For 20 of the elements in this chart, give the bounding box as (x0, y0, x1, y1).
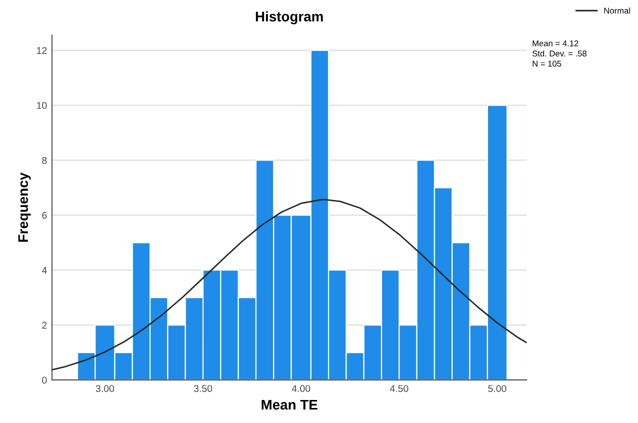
text: N = 105 (532, 60, 562, 67)
x-tick-label: 4.00 (292, 385, 310, 392)
x-axis-title: Mean TE (262, 400, 318, 410)
legend-label: Normal (604, 8, 630, 14)
y-tick-label: 0 (42, 376, 47, 384)
x-tick-label: 4.50 (390, 385, 408, 392)
y-tick-label: 10 (37, 102, 47, 109)
x-tick-label: 3.00 (96, 385, 114, 392)
x-tick-label: 5.00 (488, 385, 506, 392)
text: Mean = 4.12 (532, 40, 578, 46)
line-series (52, 198, 527, 371)
y-tick-label: 4 (42, 266, 47, 274)
x-tick-label: 3.50 (194, 385, 212, 392)
chart-title: Histogram (256, 11, 323, 24)
y-axis-title: Frequency (18, 172, 31, 242)
y-tick-label: 6 (42, 212, 47, 219)
y-tick-label: 2 (42, 322, 47, 329)
y-tick-label: 12 (37, 47, 47, 54)
y-tick-label: 8 (42, 156, 47, 164)
text: Std. Dev. = .58 (532, 50, 586, 56)
